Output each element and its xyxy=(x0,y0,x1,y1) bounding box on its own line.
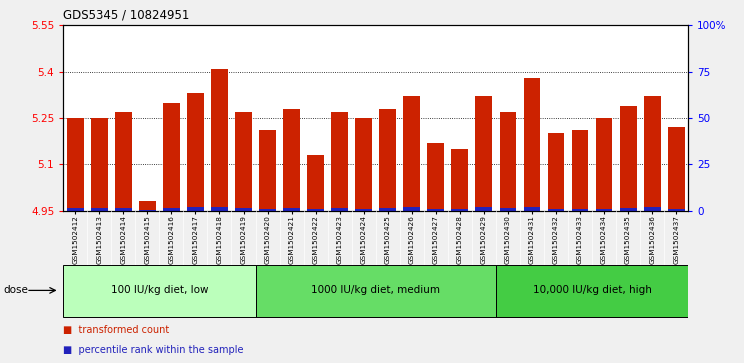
Bar xyxy=(163,102,180,211)
Bar xyxy=(283,109,300,211)
Bar xyxy=(620,106,637,211)
Bar xyxy=(668,127,684,211)
Bar xyxy=(356,118,372,211)
Bar xyxy=(548,133,565,211)
Bar xyxy=(63,265,255,317)
Text: dose: dose xyxy=(4,285,28,295)
Bar xyxy=(644,208,661,211)
Bar xyxy=(91,118,108,211)
Bar xyxy=(211,69,228,211)
Bar xyxy=(259,209,276,211)
Bar xyxy=(403,96,420,211)
Bar xyxy=(331,208,348,211)
Bar xyxy=(259,130,276,211)
Bar xyxy=(427,209,444,211)
Bar xyxy=(548,209,565,211)
Bar xyxy=(283,208,300,211)
Bar xyxy=(499,208,516,211)
Bar xyxy=(307,209,324,211)
Bar xyxy=(452,209,468,211)
Bar xyxy=(571,130,589,211)
Bar xyxy=(596,209,612,211)
Bar xyxy=(644,96,661,211)
Bar xyxy=(496,265,688,317)
Text: 10,000 IU/kg diet, high: 10,000 IU/kg diet, high xyxy=(533,285,652,295)
Bar xyxy=(235,208,252,211)
Bar xyxy=(115,112,132,211)
Bar xyxy=(668,209,684,211)
Bar xyxy=(499,112,516,211)
Text: ■  percentile rank within the sample: ■ percentile rank within the sample xyxy=(63,345,244,355)
Bar xyxy=(255,265,496,317)
Text: 100 IU/kg diet, low: 100 IU/kg diet, low xyxy=(111,285,208,295)
Text: 1000 IU/kg diet, medium: 1000 IU/kg diet, medium xyxy=(311,285,440,295)
Bar xyxy=(139,201,155,211)
Bar xyxy=(139,210,155,211)
Bar xyxy=(211,207,228,211)
Bar xyxy=(163,208,180,211)
Bar xyxy=(403,208,420,211)
Bar xyxy=(356,209,372,211)
Bar xyxy=(115,208,132,211)
Bar xyxy=(596,118,612,211)
Bar xyxy=(620,208,637,211)
Bar xyxy=(379,208,396,211)
Bar xyxy=(427,143,444,211)
Bar xyxy=(235,112,252,211)
Bar xyxy=(67,208,83,211)
Bar xyxy=(452,149,468,211)
Text: ■  transformed count: ■ transformed count xyxy=(63,325,170,335)
Bar xyxy=(524,207,540,211)
Bar xyxy=(331,112,348,211)
Text: GDS5345 / 10824951: GDS5345 / 10824951 xyxy=(63,9,190,22)
Bar xyxy=(187,93,204,211)
Bar xyxy=(379,109,396,211)
Bar xyxy=(475,208,493,211)
Bar xyxy=(67,118,83,211)
Bar xyxy=(524,78,540,211)
Bar xyxy=(571,209,589,211)
Bar xyxy=(475,96,493,211)
Bar xyxy=(307,155,324,211)
Bar xyxy=(187,208,204,211)
Bar xyxy=(91,208,108,211)
